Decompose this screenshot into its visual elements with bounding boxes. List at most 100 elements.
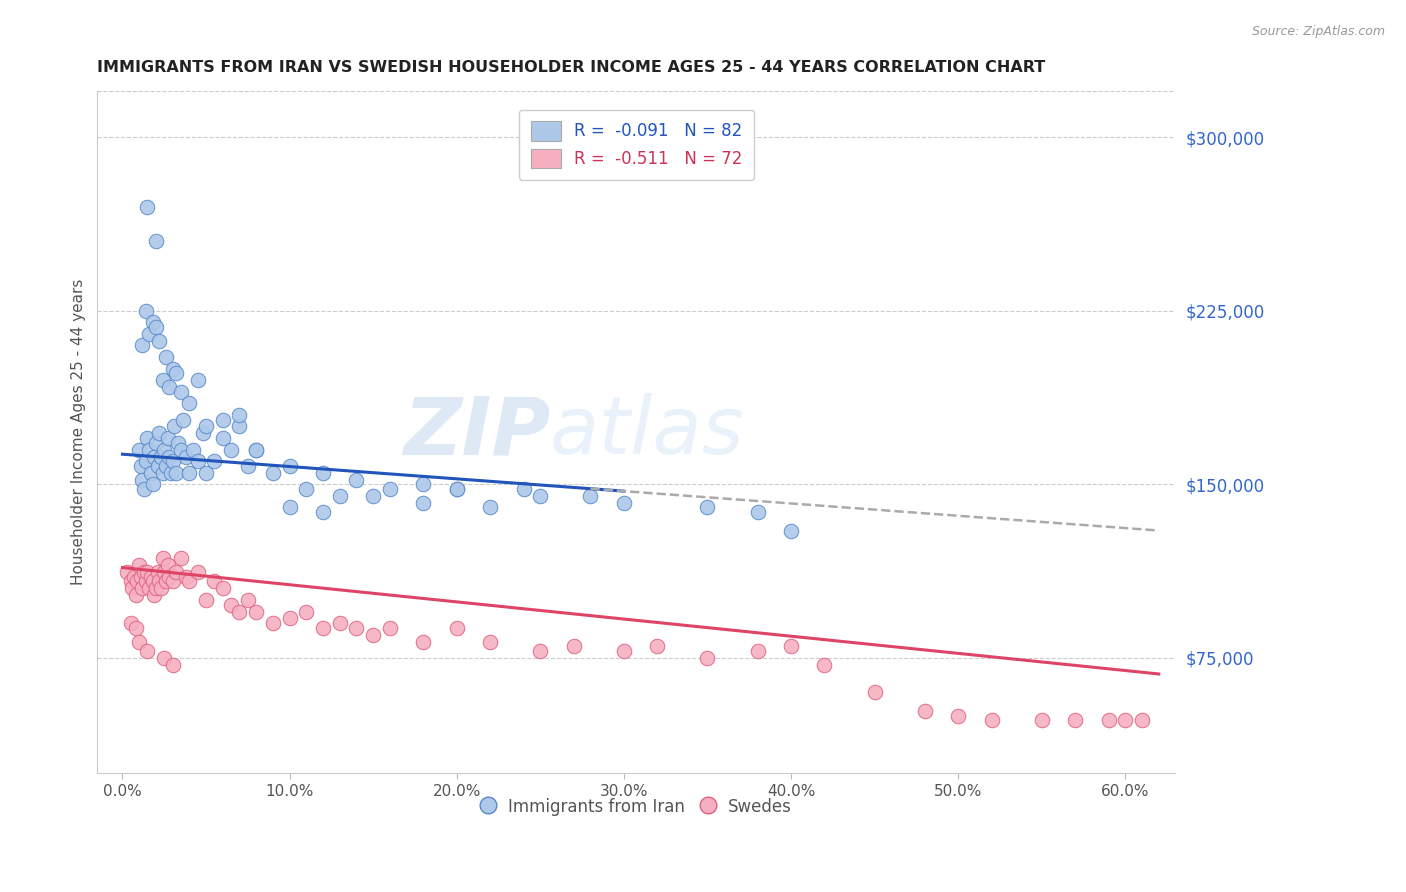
Point <box>236 458 259 473</box>
Point <box>228 419 250 434</box>
Point <box>228 605 250 619</box>
Point <box>412 477 434 491</box>
Legend: Immigrants from Iran, Swedes: Immigrants from Iran, Swedes <box>474 791 799 823</box>
Point <box>120 574 142 589</box>
Point <box>346 473 368 487</box>
Point <box>980 713 1002 727</box>
Point <box>165 466 187 480</box>
Point <box>696 650 718 665</box>
Point <box>412 634 434 648</box>
Point <box>211 412 233 426</box>
Point <box>156 558 179 573</box>
Point <box>946 708 969 723</box>
Point <box>170 442 193 457</box>
Point <box>446 482 468 496</box>
Point <box>219 442 242 457</box>
Point <box>136 431 159 445</box>
Text: atlas: atlas <box>550 393 745 471</box>
Point <box>312 621 335 635</box>
Point <box>134 565 156 579</box>
Point <box>128 634 150 648</box>
Point <box>236 593 259 607</box>
Y-axis label: Householder Income Ages 25 - 44 years: Householder Income Ages 25 - 44 years <box>72 279 86 585</box>
Point <box>162 454 184 468</box>
Point <box>262 466 284 480</box>
Point <box>446 482 468 496</box>
Point <box>145 582 167 596</box>
Point <box>138 582 160 596</box>
Point <box>312 466 335 480</box>
Point <box>125 588 148 602</box>
Point <box>329 489 352 503</box>
Point <box>153 565 176 579</box>
Point <box>278 611 301 625</box>
Point <box>162 574 184 589</box>
Point <box>152 551 174 566</box>
Point <box>155 350 177 364</box>
Point <box>174 570 197 584</box>
Point <box>1130 713 1153 727</box>
Point <box>162 657 184 672</box>
Point <box>780 639 803 653</box>
Point <box>145 235 167 249</box>
Point <box>179 466 201 480</box>
Point <box>135 574 157 589</box>
Point <box>163 419 186 434</box>
Point <box>170 551 193 566</box>
Point <box>148 426 170 441</box>
Point <box>172 412 194 426</box>
Point <box>228 408 250 422</box>
Point <box>152 466 174 480</box>
Point <box>361 489 384 503</box>
Point <box>479 634 502 648</box>
Point <box>191 426 214 441</box>
Point <box>143 450 166 464</box>
Point <box>138 442 160 457</box>
Point <box>138 326 160 341</box>
Point <box>153 442 176 457</box>
Point <box>135 454 157 468</box>
Point <box>780 524 803 538</box>
Point <box>157 380 180 394</box>
Point <box>155 574 177 589</box>
Point <box>141 315 163 329</box>
Point <box>361 627 384 641</box>
Point <box>148 574 170 589</box>
Point <box>148 334 170 348</box>
Point <box>1097 713 1119 727</box>
Point <box>1064 713 1087 727</box>
Point <box>479 500 502 515</box>
Point <box>295 605 318 619</box>
Point <box>245 442 267 457</box>
Point <box>125 621 148 635</box>
Point <box>529 644 551 658</box>
Point <box>143 588 166 602</box>
Point <box>747 505 769 519</box>
Point <box>187 565 209 579</box>
Point <box>579 489 602 503</box>
Point <box>747 644 769 658</box>
Point <box>153 650 176 665</box>
Point <box>863 685 886 699</box>
Point <box>412 496 434 510</box>
Point <box>134 482 156 496</box>
Point <box>613 496 636 510</box>
Point <box>562 639 585 653</box>
Point <box>128 558 150 573</box>
Point <box>195 419 218 434</box>
Point <box>813 657 835 672</box>
Point <box>174 450 197 464</box>
Point <box>165 366 187 380</box>
Point <box>141 477 163 491</box>
Point <box>346 621 368 635</box>
Point <box>262 616 284 631</box>
Point <box>129 570 152 584</box>
Point <box>195 593 218 607</box>
Point <box>131 338 153 352</box>
Point <box>219 598 242 612</box>
Point <box>312 505 335 519</box>
Point <box>141 574 163 589</box>
Point <box>136 200 159 214</box>
Text: IMMIGRANTS FROM IRAN VS SWEDISH HOUSEHOLDER INCOME AGES 25 - 44 YEARS CORRELATIO: IMMIGRANTS FROM IRAN VS SWEDISH HOUSEHOL… <box>97 60 1046 75</box>
Point <box>202 574 225 589</box>
